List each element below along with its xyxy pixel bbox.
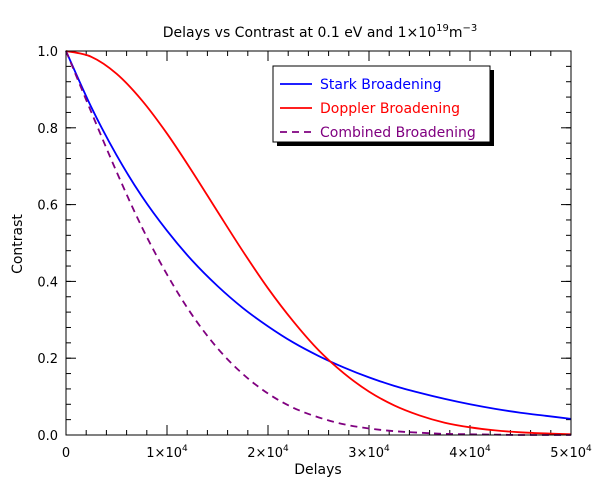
- chart-title: Delays vs Contrast at 0.1 eV and 1×1019m…: [163, 23, 477, 41]
- chart-title-exp2: −3: [462, 23, 477, 34]
- x-tick-mantissa: 2×: [247, 446, 266, 461]
- legend-label-1: Stark Broadening: [320, 77, 442, 93]
- chart-title-exp1: 19: [436, 23, 449, 34]
- legend-label-2: Doppler Broadening: [320, 101, 460, 117]
- x-tick-exponent: 4: [384, 444, 390, 454]
- y-tick-label: 0.2: [37, 352, 58, 367]
- chart-title-times: ×: [407, 25, 419, 41]
- x-tick-exponent: 4: [182, 444, 188, 454]
- x-tick-mantissa: 5×: [550, 446, 569, 461]
- x-tick-label: 5×104: [550, 444, 592, 461]
- chart-title-prefix: Delays vs Contrast at 0.1 eV and 1: [163, 25, 407, 41]
- y-tick-label: 1.0: [37, 45, 58, 60]
- x-axis-title: Delays: [294, 462, 341, 478]
- y-tick-label: 0.6: [37, 199, 58, 214]
- x-tick-exponent: 4: [586, 444, 592, 454]
- series-layer: [65, 50, 572, 436]
- x-tick-label: 1×104: [146, 444, 188, 461]
- legend-box: [272, 65, 491, 143]
- y-tick-label: 0.0: [37, 429, 58, 444]
- y-axis-title: Contrast: [10, 214, 26, 274]
- x-tick-base: 10: [266, 446, 283, 461]
- x-tick-base: 10: [165, 446, 182, 461]
- x-tick-label: 2×104: [247, 444, 289, 461]
- x-tick-mantissa: 1×: [146, 446, 165, 461]
- x-tick-mantissa: 3×: [348, 446, 367, 461]
- x-tick-base: 10: [367, 446, 384, 461]
- y-tick-label: 0.8: [37, 122, 58, 137]
- plot-frame: [65, 50, 572, 436]
- series-line-1: [65, 50, 572, 420]
- x-tick-mantissa: 4×: [449, 446, 468, 461]
- series-line-2: [65, 50, 572, 436]
- legend-label-3: Combined Broadening: [320, 125, 476, 141]
- y-tick-label: 0.4: [37, 275, 58, 290]
- legend-items: Stark Broadening Doppler Broadening Combin…: [280, 77, 476, 141]
- x-tick-label: 0: [62, 446, 70, 461]
- x-tick-base: 10: [468, 446, 485, 461]
- x-tick-base: 10: [569, 446, 586, 461]
- x-tick-label: 4×104: [449, 444, 491, 461]
- legend: Stark Broadening Doppler Broadening Combin…: [272, 65, 494, 146]
- x-tick-label: 3×104: [348, 444, 390, 461]
- chart-title-unit: m: [449, 25, 463, 41]
- chart-title-base: 10: [418, 25, 436, 41]
- series-line-3: [65, 50, 571, 436]
- x-tick-mantissa: 0: [62, 446, 70, 461]
- x-tick-exponent: 4: [485, 444, 491, 454]
- x-tick-exponent: 4: [283, 444, 289, 454]
